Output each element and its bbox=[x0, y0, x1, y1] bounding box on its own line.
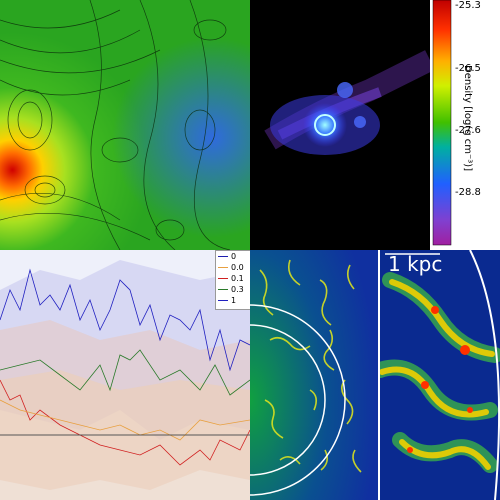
legend-entry: 0.0 bbox=[216, 262, 251, 273]
colorbar-label: Density [log(g cm⁻³)] bbox=[462, 65, 473, 172]
legend-entry: 0.1 bbox=[216, 273, 251, 284]
colorbar-tick: -27.6 bbox=[455, 125, 481, 136]
colorbar-tick: -26.5 bbox=[455, 63, 481, 74]
zoom-filament-panel bbox=[380, 250, 500, 500]
legend-entry: 0 bbox=[216, 251, 251, 262]
legend: 0 0.0 0.1 0.3 1 bbox=[215, 250, 252, 310]
colorbar: -25.3 -26.5 -27.6 -28.8 bbox=[430, 0, 500, 250]
disk-filament-panel bbox=[250, 250, 378, 500]
colorbar-tick: -25.3 bbox=[455, 0, 481, 11]
colorbar-tick: -28.8 bbox=[455, 187, 481, 198]
legend-entry: 0.3 bbox=[216, 284, 251, 295]
scale-bar-label: 1 kpc bbox=[388, 252, 443, 276]
panel-divider bbox=[378, 250, 380, 500]
density-projection-panel bbox=[250, 0, 430, 250]
legend-entry: 1 bbox=[216, 295, 251, 306]
streamline-panel bbox=[0, 0, 250, 250]
line-plot-panel bbox=[0, 250, 250, 500]
